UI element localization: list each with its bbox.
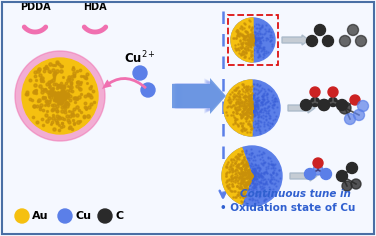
FancyArrow shape xyxy=(182,81,225,110)
Circle shape xyxy=(310,87,320,97)
FancyArrow shape xyxy=(179,80,223,111)
Text: Cu: Cu xyxy=(75,211,91,221)
Text: • Oxidation state of Cu: • Oxidation state of Cu xyxy=(220,203,355,213)
Wedge shape xyxy=(224,80,252,136)
FancyArrow shape xyxy=(172,78,226,114)
Circle shape xyxy=(353,110,364,121)
Circle shape xyxy=(305,169,315,180)
FancyArrow shape xyxy=(172,78,218,114)
Circle shape xyxy=(311,97,320,106)
Circle shape xyxy=(323,35,334,46)
Wedge shape xyxy=(231,18,253,62)
Circle shape xyxy=(337,170,347,181)
Circle shape xyxy=(58,209,72,223)
Circle shape xyxy=(320,169,332,180)
Bar xyxy=(228,15,278,65)
Circle shape xyxy=(337,100,347,110)
Circle shape xyxy=(313,165,323,175)
Circle shape xyxy=(351,179,361,189)
FancyArrow shape xyxy=(282,35,309,45)
FancyArrow shape xyxy=(176,80,221,113)
Text: C: C xyxy=(115,211,123,221)
Circle shape xyxy=(358,101,368,111)
Circle shape xyxy=(22,58,98,134)
FancyArrow shape xyxy=(288,103,315,113)
FancyArrow shape xyxy=(178,80,222,112)
Circle shape xyxy=(329,97,338,106)
Text: Continuous tune in: Continuous tune in xyxy=(240,189,350,199)
Circle shape xyxy=(347,25,358,35)
Circle shape xyxy=(15,51,105,141)
Circle shape xyxy=(300,100,311,110)
Wedge shape xyxy=(222,148,252,204)
Circle shape xyxy=(344,114,355,125)
FancyArrow shape xyxy=(175,79,220,113)
Circle shape xyxy=(224,80,280,136)
Circle shape xyxy=(306,35,317,46)
Circle shape xyxy=(355,35,367,46)
Circle shape xyxy=(133,66,147,80)
Circle shape xyxy=(350,95,360,105)
Circle shape xyxy=(141,83,155,97)
Circle shape xyxy=(231,18,275,62)
Circle shape xyxy=(98,209,112,223)
Text: HDA: HDA xyxy=(83,2,107,12)
Text: Au: Au xyxy=(32,211,49,221)
FancyArrow shape xyxy=(181,81,224,111)
Circle shape xyxy=(314,25,326,35)
FancyArrow shape xyxy=(290,171,317,181)
Circle shape xyxy=(318,100,329,110)
FancyArrowPatch shape xyxy=(102,77,147,89)
Circle shape xyxy=(15,209,29,223)
Circle shape xyxy=(328,87,338,97)
Circle shape xyxy=(339,102,351,114)
Circle shape xyxy=(318,100,329,110)
Text: PDDA: PDDA xyxy=(20,2,50,12)
Circle shape xyxy=(342,181,352,191)
Circle shape xyxy=(347,163,358,173)
Circle shape xyxy=(340,35,350,46)
FancyArrow shape xyxy=(173,79,219,114)
Text: Cu$^{2+}$: Cu$^{2+}$ xyxy=(124,50,156,66)
Circle shape xyxy=(222,146,282,206)
Circle shape xyxy=(313,158,323,168)
